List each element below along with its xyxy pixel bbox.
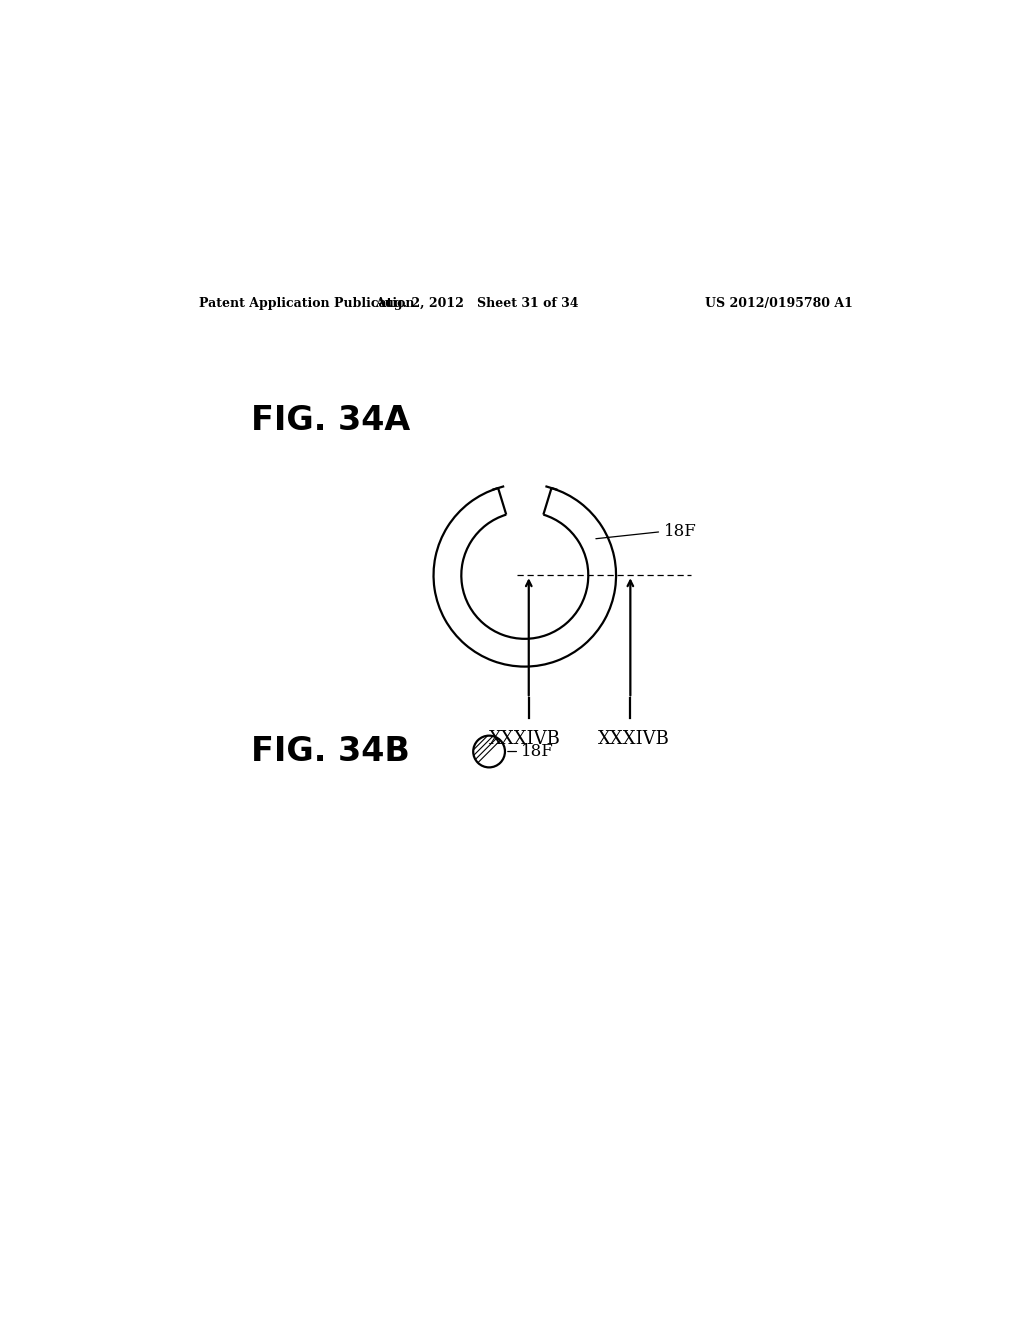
Text: FIG. 34B: FIG. 34B: [251, 735, 410, 768]
Text: XXXIVB: XXXIVB: [488, 730, 561, 748]
Text: XXXIVB: XXXIVB: [598, 730, 671, 748]
Text: Aug. 2, 2012   Sheet 31 of 34: Aug. 2, 2012 Sheet 31 of 34: [376, 297, 579, 310]
PathPatch shape: [473, 735, 505, 767]
Text: 18F: 18F: [664, 523, 696, 540]
Text: Patent Application Publication: Patent Application Publication: [200, 297, 415, 310]
Text: US 2012/0195780 A1: US 2012/0195780 A1: [705, 297, 853, 310]
Text: FIG. 34A: FIG. 34A: [251, 404, 411, 437]
Text: 18F: 18F: [521, 743, 554, 760]
